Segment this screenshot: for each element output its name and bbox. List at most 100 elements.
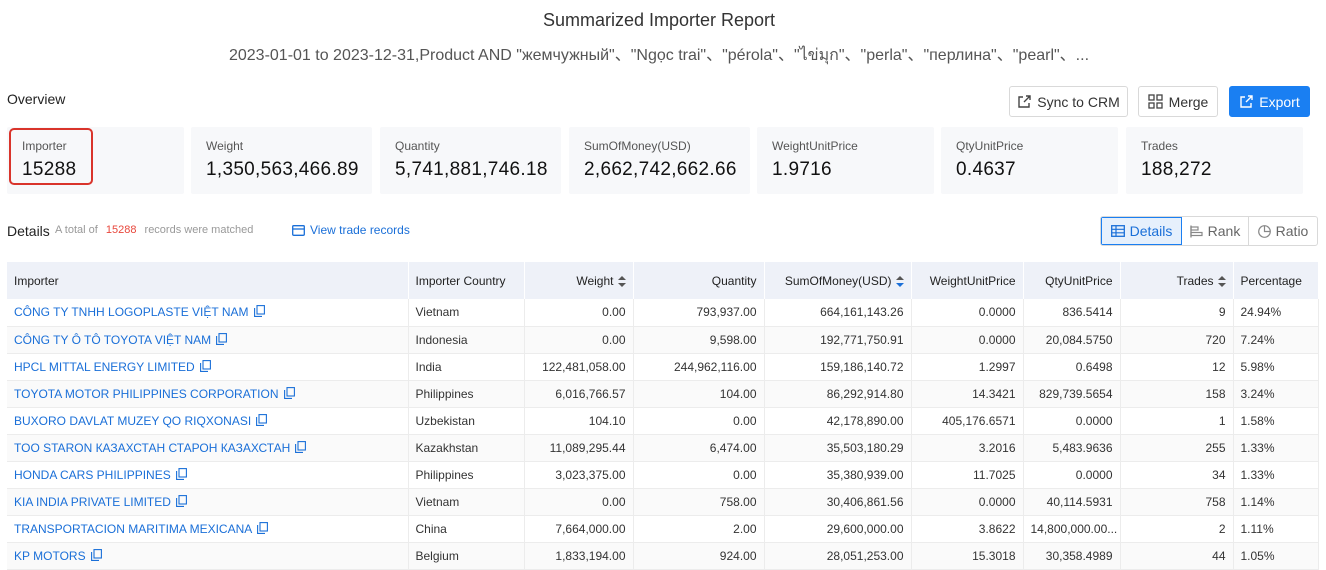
stat-label: WeightUnitPrice — [772, 139, 858, 153]
copy-icon[interactable] — [175, 467, 187, 480]
tab-rank[interactable]: Rank — [1182, 217, 1249, 245]
cell-importer: HPCL MITTAL ENERGY LIMITED — [7, 353, 409, 381]
table-row: BUXORO DAVLAT MUZEY QO RIQXONASI Uzbekist… — [7, 407, 1319, 435]
cell-importer: TOYOTA MOTOR PHILIPPINES CORPORATION — [7, 380, 409, 408]
cell-quantity: 2.00 — [633, 515, 765, 543]
cell-weight: 0.00 — [524, 299, 634, 327]
importer-link[interactable]: KIA INDIA PRIVATE LIMITED — [14, 494, 171, 509]
column-header-trades-label: Trades — [1176, 273, 1214, 288]
cell-sum-of-money: 159,186,140.72 — [764, 353, 912, 381]
pie-chart-icon — [1257, 224, 1271, 238]
table-row: KIA INDIA PRIVATE LIMITED Vietnam 0.00 758.… — [7, 488, 1319, 516]
export-box-icon — [1018, 94, 1031, 108]
column-header-quantity: Quantity — [633, 262, 765, 299]
cell-weight-unit-price: 11.7025 — [911, 461, 1024, 489]
cell-trades: 758 — [1120, 488, 1234, 516]
cell-sum-of-money: 664,161,143.26 — [764, 299, 912, 327]
stat-label: Quantity — [395, 139, 440, 153]
stat-value: 2,662,742,662.66 — [584, 159, 737, 180]
tab-rank-label: Rank — [1207, 223, 1241, 239]
table-row: KP MOTORS Belgium 1,833,194.00 924.00 28,051… — [7, 542, 1319, 570]
cell-percentage: 1.05% — [1233, 542, 1319, 570]
cell-percentage: 5.98% — [1233, 353, 1319, 381]
cell-quantity: 758.00 — [633, 488, 765, 516]
importer-link[interactable]: TOYOTA MOTOR PHILIPPINES CORPORATION — [14, 386, 279, 401]
sort-icon — [1217, 275, 1226, 287]
copy-icon[interactable] — [216, 332, 228, 345]
cell-quantity: 9,598.00 — [633, 326, 765, 354]
table-row: TOO STARON КАЗАХСТАН СТАРОН КАЗАХСТАН Kaz… — [7, 434, 1319, 462]
stat-value: 0.4637 — [956, 159, 1016, 180]
copy-icon[interactable] — [295, 440, 307, 453]
copy-icon[interactable] — [257, 521, 269, 534]
cell-percentage: 3.24% — [1233, 380, 1319, 408]
details-heading: Details — [7, 223, 50, 239]
copy-icon[interactable] — [283, 386, 295, 399]
cell-importer: CÔNG TY TNHH LOGOPLASTE VIỆT NAM — [7, 299, 409, 327]
cell-weight: 0.00 — [524, 488, 634, 516]
copy-icon[interactable] — [90, 548, 102, 561]
table-row: HPCL MITTAL ENERGY LIMITED India 122,481,0… — [7, 353, 1319, 381]
cell-trades: 158 — [1120, 380, 1234, 408]
report-filter-summary: 2023-01-01 to 2023-12-31,Product AND "же… — [228, 47, 1090, 64]
cell-importer: KP MOTORS — [7, 542, 409, 570]
cell-country: Philippines — [408, 461, 525, 489]
importer-table: Importer Importer Country Weight Quantit… — [7, 262, 1319, 570]
sync-to-crm-button[interactable]: Sync to CRM — [1009, 86, 1128, 117]
column-header-trades[interactable]: Trades — [1120, 262, 1234, 299]
cell-country: Belgium — [408, 542, 525, 570]
copy-icon[interactable] — [199, 359, 211, 372]
tab-ratio-label: Ratio — [1275, 223, 1309, 239]
cell-percentage: 1.11% — [1233, 515, 1319, 543]
cell-quantity: 924.00 — [633, 542, 765, 570]
column-header-weight-label: Weight — [576, 273, 614, 288]
importer-link[interactable]: CÔNG TY Ô TÔ TOYOTA VIỆT NAM — [14, 332, 212, 347]
cell-trades: 34 — [1120, 461, 1234, 489]
stat-card-weight-unit-price: WeightUnitPrice 1.9716 — [757, 127, 934, 194]
importer-link[interactable]: KP MOTORS — [14, 548, 86, 563]
cell-country: Vietnam — [408, 299, 525, 327]
importer-link[interactable]: TRANSPORTACION MARITIMA MEXICANA — [14, 521, 253, 536]
importer-link[interactable]: HPCL MITTAL ENERGY LIMITED — [14, 359, 195, 374]
tab-ratio[interactable]: Ratio — [1249, 217, 1317, 245]
importer-link[interactable]: TOO STARON КАЗАХСТАН СТАРОН КАЗАХСТАН — [14, 440, 291, 455]
tab-details[interactable]: Details — [1101, 217, 1182, 245]
cell-trades: 12 — [1120, 353, 1234, 381]
column-header-sum-of-money[interactable]: SumOfMoney(USD) — [764, 262, 912, 299]
cell-percentage: 1.33% — [1233, 461, 1319, 489]
table-row: HONDA CARS PHILIPPINES Philippines 3,023,3… — [7, 461, 1319, 489]
match-count: 15288 — [105, 224, 137, 236]
importer-link[interactable]: HONDA CARS PHILIPPINES — [14, 467, 171, 482]
cell-weight: 104.10 — [524, 407, 634, 435]
stat-card-quantity: Quantity 5,741,881,746.18 — [380, 127, 561, 194]
cell-trades: 44 — [1120, 542, 1234, 570]
importer-link[interactable]: CÔNG TY TNHH LOGOPLASTE VIỆT NAM — [14, 305, 249, 320]
copy-icon[interactable] — [253, 305, 265, 318]
copy-icon[interactable] — [256, 413, 268, 426]
cell-sum-of-money: 86,292,914.80 — [764, 380, 912, 408]
export-button[interactable]: Export — [1229, 86, 1310, 117]
column-header-qty-unit-price: QtyUnitPrice — [1023, 262, 1121, 299]
cell-sum-of-money: 30,406,861.56 — [764, 488, 912, 516]
cell-country: Philippines — [408, 380, 525, 408]
column-header-sum-of-money-label: SumOfMoney(USD) — [784, 273, 892, 288]
cell-sum-of-money: 192,771,750.91 — [764, 326, 912, 354]
cell-quantity: 244,962,116.00 — [633, 353, 765, 381]
cell-qty-unit-price: 0.0000 — [1023, 461, 1121, 489]
stat-label: QtyUnitPrice — [956, 139, 1024, 153]
view-trade-records-link[interactable]: View trade records — [292, 223, 410, 237]
stat-card-weight: Weight 1,350,563,466.89 — [191, 127, 372, 194]
match-summary: A total of 15288 records were matched — [55, 224, 253, 236]
importer-link[interactable]: BUXORO DAVLAT MUZEY QO RIQXONASI — [14, 413, 252, 428]
copy-icon[interactable] — [175, 494, 187, 507]
merge-button[interactable]: Merge — [1138, 86, 1218, 117]
stat-card-importer: Importer 15288 — [7, 127, 184, 194]
report-title: Summarized Importer Report — [542, 10, 776, 30]
cell-weight-unit-price: 1.2997 — [911, 353, 1024, 381]
column-header-weight[interactable]: Weight — [524, 262, 634, 299]
cell-percentage: 1.58% — [1233, 407, 1319, 435]
table-row: TOYOTA MOTOR PHILIPPINES CORPORATION Phil… — [7, 380, 1319, 408]
cell-country: Indonesia — [408, 326, 525, 354]
stat-value: 1,350,563,466.89 — [206, 159, 359, 180]
cell-weight-unit-price: 0.0000 — [911, 326, 1024, 354]
